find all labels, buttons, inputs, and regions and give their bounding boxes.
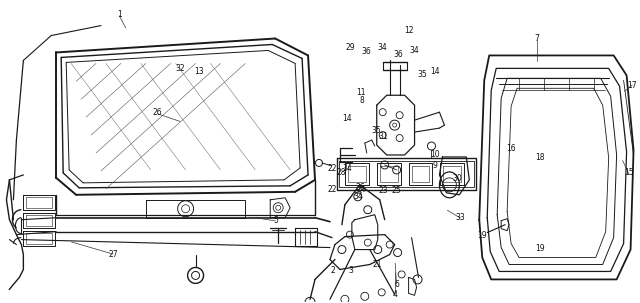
Text: 28: 28 — [336, 168, 346, 177]
Text: 36: 36 — [362, 48, 371, 56]
Text: 10: 10 — [430, 150, 440, 159]
Text: 30: 30 — [452, 174, 462, 183]
Text: 3: 3 — [348, 266, 353, 275]
Text: 33: 33 — [455, 213, 465, 222]
Text: 15: 15 — [624, 168, 634, 177]
Text: 36: 36 — [355, 183, 365, 192]
Text: 17: 17 — [627, 81, 637, 90]
Text: 32: 32 — [175, 64, 185, 73]
Text: 14: 14 — [342, 114, 352, 123]
Text: 35: 35 — [417, 70, 427, 79]
Text: 4: 4 — [393, 290, 397, 299]
Text: 34: 34 — [410, 46, 419, 55]
Text: 22: 22 — [328, 185, 337, 194]
Text: 8: 8 — [359, 96, 364, 105]
Text: 9: 9 — [432, 161, 437, 170]
Text: 18: 18 — [535, 153, 545, 162]
Text: 34: 34 — [353, 192, 363, 201]
Text: 5: 5 — [273, 216, 278, 225]
Text: 34: 34 — [342, 164, 352, 173]
Text: 23: 23 — [379, 186, 388, 195]
Text: 6: 6 — [394, 280, 399, 289]
Text: 13: 13 — [194, 67, 204, 76]
Text: 2: 2 — [330, 266, 335, 275]
Text: 29: 29 — [346, 43, 355, 52]
Text: 19: 19 — [535, 244, 545, 252]
Text: 27: 27 — [108, 250, 118, 258]
Text: 26: 26 — [153, 108, 163, 117]
Text: 1: 1 — [117, 10, 122, 19]
Text: 34: 34 — [378, 43, 387, 52]
Text: 7: 7 — [534, 34, 539, 43]
Text: 36: 36 — [394, 51, 403, 59]
Text: 14: 14 — [430, 67, 440, 76]
Text: 24: 24 — [356, 185, 366, 194]
Text: 25: 25 — [392, 186, 401, 195]
Text: 19: 19 — [477, 231, 487, 241]
Text: 16: 16 — [506, 144, 516, 153]
Text: 22: 22 — [328, 164, 337, 173]
Text: 35: 35 — [371, 126, 381, 135]
Text: 31: 31 — [379, 132, 388, 141]
Text: 12: 12 — [404, 26, 414, 35]
Text: 21: 21 — [372, 260, 382, 269]
Text: 11: 11 — [356, 88, 366, 97]
